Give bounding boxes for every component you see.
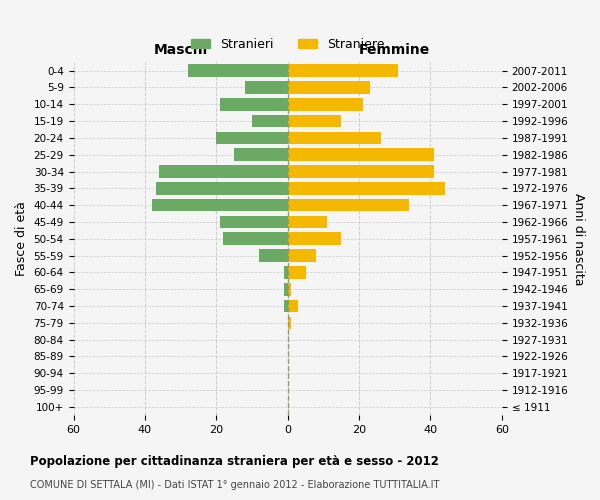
Bar <box>284 300 287 312</box>
Y-axis label: Anni di nascita: Anni di nascita <box>572 192 585 285</box>
Bar <box>287 316 291 329</box>
Text: Femmine: Femmine <box>359 43 430 57</box>
Bar <box>152 199 287 211</box>
Bar <box>287 216 327 228</box>
Bar <box>252 115 287 128</box>
Bar <box>287 132 380 144</box>
Bar <box>287 232 341 245</box>
Bar <box>287 98 362 110</box>
Bar <box>287 283 291 296</box>
Bar <box>287 199 409 211</box>
Bar <box>220 216 287 228</box>
Bar <box>245 81 287 94</box>
Text: Popolazione per cittadinanza straniera per età e sesso - 2012: Popolazione per cittadinanza straniera p… <box>30 455 439 468</box>
Bar <box>155 182 287 194</box>
Bar <box>287 182 445 194</box>
Bar <box>159 165 287 178</box>
Bar <box>284 283 287 296</box>
Y-axis label: Fasce di età: Fasce di età <box>15 202 28 276</box>
Bar <box>287 266 305 278</box>
Bar <box>284 266 287 278</box>
Bar <box>188 64 287 77</box>
Bar <box>220 98 287 110</box>
Bar <box>287 81 370 94</box>
Bar <box>287 148 434 161</box>
Bar <box>287 64 398 77</box>
Bar <box>223 232 287 245</box>
Bar <box>287 300 298 312</box>
Bar <box>259 250 287 262</box>
Bar <box>234 148 287 161</box>
Bar <box>287 250 316 262</box>
Bar <box>217 132 287 144</box>
Legend: Stranieri, Straniere: Stranieri, Straniere <box>186 33 389 56</box>
Text: COMUNE DI SETTALA (MI) - Dati ISTAT 1° gennaio 2012 - Elaborazione TUTTITALIA.IT: COMUNE DI SETTALA (MI) - Dati ISTAT 1° g… <box>30 480 439 490</box>
Bar <box>287 165 434 178</box>
Bar <box>287 115 341 128</box>
Text: Maschi: Maschi <box>154 43 208 57</box>
